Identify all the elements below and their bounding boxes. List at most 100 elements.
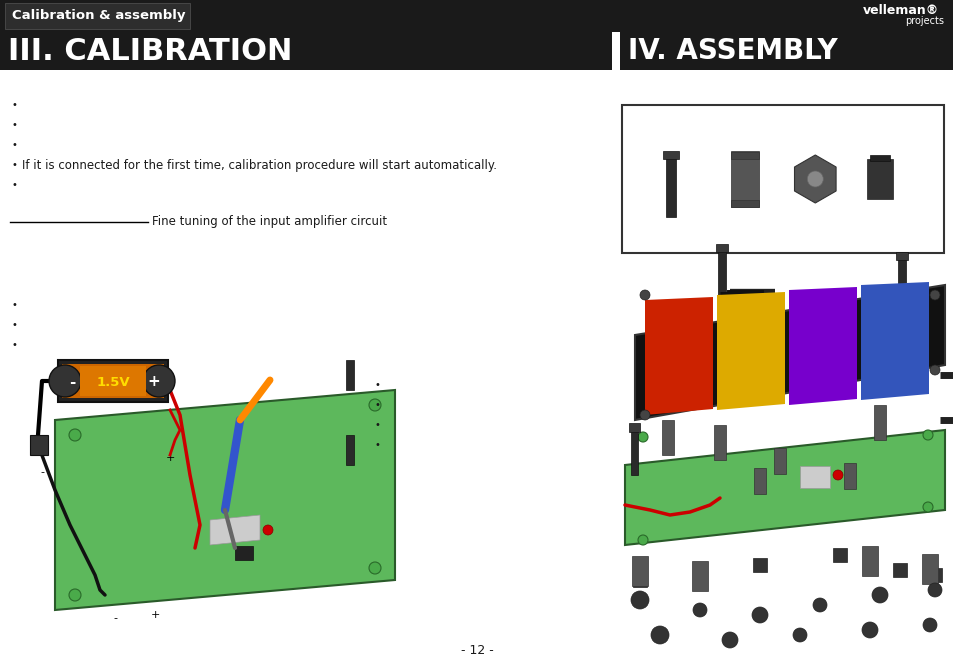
Text: •: • <box>12 340 18 350</box>
Text: •: • <box>375 400 380 410</box>
Text: III. CALIBRATION: III. CALIBRATION <box>8 37 292 66</box>
Circle shape <box>812 598 826 612</box>
Bar <box>665 157 675 217</box>
Bar <box>0 0 953 32</box>
Bar <box>895 252 907 260</box>
Text: IV. ASSEMBLY: IV. ASSEMBLY <box>628 37 837 65</box>
Bar <box>0 32 612 70</box>
Text: •: • <box>375 420 380 430</box>
Circle shape <box>862 622 877 638</box>
Bar <box>873 405 885 440</box>
Text: +: + <box>151 610 159 620</box>
Bar <box>628 423 639 432</box>
Bar <box>58 360 168 402</box>
Circle shape <box>263 525 273 535</box>
Text: •: • <box>12 100 18 110</box>
Polygon shape <box>635 285 944 420</box>
Bar <box>718 247 725 302</box>
Polygon shape <box>788 287 856 405</box>
Bar <box>892 563 906 577</box>
Bar <box>346 435 354 465</box>
Circle shape <box>806 171 822 187</box>
Circle shape <box>638 535 647 545</box>
Bar <box>869 155 889 161</box>
Text: •: • <box>12 180 18 190</box>
Bar <box>897 255 905 310</box>
Polygon shape <box>644 297 712 415</box>
Text: 1.5V: 1.5V <box>96 375 130 389</box>
Bar <box>234 546 253 560</box>
Polygon shape <box>624 430 944 545</box>
Bar <box>730 200 758 207</box>
Circle shape <box>792 628 806 642</box>
Bar <box>730 151 758 207</box>
Circle shape <box>929 365 939 375</box>
Bar <box>843 463 855 489</box>
Circle shape <box>871 587 887 603</box>
Bar <box>691 561 707 591</box>
Text: -: - <box>40 467 44 477</box>
Bar <box>631 556 647 586</box>
Bar <box>927 568 941 582</box>
Circle shape <box>692 603 706 617</box>
Bar <box>862 546 877 576</box>
Polygon shape <box>861 282 928 400</box>
Bar <box>633 573 646 587</box>
Circle shape <box>630 591 648 609</box>
Bar <box>832 548 846 562</box>
Bar <box>80 366 146 396</box>
Bar <box>661 420 673 455</box>
Bar <box>800 466 829 488</box>
Circle shape <box>49 365 81 397</box>
Bar <box>630 430 638 475</box>
Circle shape <box>369 399 380 411</box>
Bar <box>713 425 725 460</box>
Text: -: - <box>69 375 75 389</box>
Text: - 12 -: - 12 - <box>460 644 493 658</box>
Bar <box>62 364 164 398</box>
Circle shape <box>721 632 738 648</box>
Bar <box>921 554 937 584</box>
Text: •: • <box>375 440 380 450</box>
Text: If it is connected for the first time, calibration procedure will start automati: If it is connected for the first time, c… <box>22 159 497 171</box>
Circle shape <box>923 502 932 512</box>
Text: +: + <box>165 453 174 463</box>
Circle shape <box>143 365 174 397</box>
Bar <box>730 152 758 159</box>
Circle shape <box>69 589 81 601</box>
Circle shape <box>832 470 842 480</box>
Bar <box>661 151 678 159</box>
Text: •: • <box>12 160 18 170</box>
Circle shape <box>923 430 932 440</box>
Polygon shape <box>717 292 784 410</box>
Text: •: • <box>12 120 18 130</box>
Circle shape <box>639 290 649 300</box>
Text: projects: projects <box>904 16 943 26</box>
Bar <box>773 448 785 474</box>
Circle shape <box>369 562 380 574</box>
Bar <box>752 558 766 572</box>
Text: Fine tuning of the input amplifier circuit: Fine tuning of the input amplifier circu… <box>152 215 387 229</box>
Circle shape <box>927 583 941 597</box>
Circle shape <box>929 290 939 300</box>
Bar <box>716 244 727 252</box>
Circle shape <box>639 410 649 420</box>
Polygon shape <box>55 390 395 610</box>
Bar <box>753 468 765 494</box>
Circle shape <box>923 618 936 632</box>
Text: Calibration & assembly: Calibration & assembly <box>12 9 185 23</box>
Circle shape <box>650 626 668 644</box>
Text: +: + <box>148 375 160 389</box>
Bar <box>346 360 354 390</box>
Circle shape <box>69 429 81 441</box>
Bar <box>5 3 190 29</box>
Bar <box>621 105 943 253</box>
Circle shape <box>751 607 767 623</box>
Text: •: • <box>12 140 18 150</box>
Bar <box>619 32 953 70</box>
Text: •: • <box>12 300 18 310</box>
Polygon shape <box>210 515 260 545</box>
Text: •: • <box>375 380 380 390</box>
Text: -: - <box>112 613 117 623</box>
Bar <box>865 159 892 199</box>
